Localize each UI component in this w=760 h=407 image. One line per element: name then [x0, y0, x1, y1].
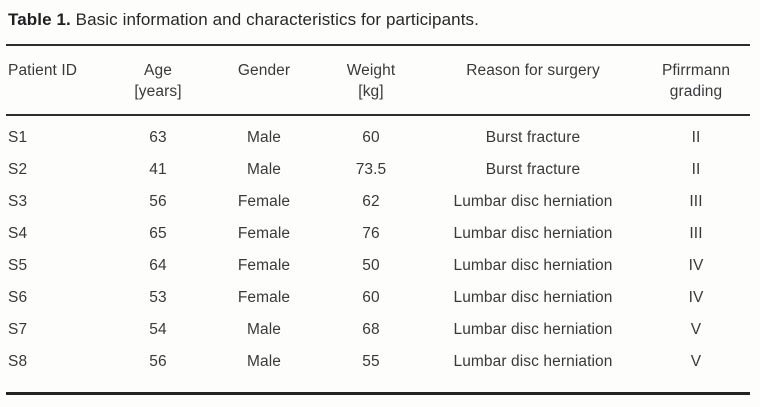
cell: 68 [362, 321, 380, 338]
cell: 53 [149, 289, 167, 306]
cell: Burst fracture [485, 129, 581, 146]
cell: 60 [362, 289, 380, 306]
table-row: S8 56 Male 55 Lumbar disc herniation V [6, 346, 750, 378]
cell: 41 [149, 161, 167, 178]
cell: Male [247, 161, 281, 178]
column-header-pfirrmann: Pfirrmann grading [642, 46, 750, 116]
cell: Lumbar disc herniation [453, 257, 613, 274]
cell: Female [237, 289, 291, 306]
cell: Female [237, 225, 291, 242]
cell: 62 [362, 193, 380, 210]
table-caption-label: Table 1. [8, 10, 71, 29]
cell: S2 [8, 161, 28, 178]
table-caption-text: Basic information and characteristics fo… [75, 10, 479, 29]
column-header-gender: Gender [210, 46, 318, 116]
cell: S3 [8, 193, 28, 210]
table-row: S6 53 Female 60 Lumbar disc herniation IV [6, 282, 750, 314]
cell: 65 [149, 225, 167, 242]
cell: 63 [149, 129, 167, 146]
column-header-reason-for-surgery: Reason for surgery [424, 46, 642, 116]
column-header-patient-id: Patient ID [6, 46, 106, 116]
cell: Lumbar disc herniation [453, 225, 613, 242]
cell: S5 [8, 257, 28, 274]
cell: 64 [149, 257, 167, 274]
cell: IV [688, 257, 704, 274]
table-row: S4 65 Female 76 Lumbar disc herniation III [6, 218, 750, 250]
cell: 54 [149, 321, 167, 338]
cell: S1 [8, 129, 28, 146]
table-row: S2 41 Male 73.5 Burst fracture II [6, 154, 750, 186]
cell: S8 [8, 353, 28, 370]
table-row: S1 63 Male 60 Burst fracture II [6, 115, 750, 154]
table-rules-frame: Patient ID Age [years] Gender Weight [kg] Reas… [6, 44, 750, 395]
cell: Burst fracture [485, 161, 581, 178]
cell: Female [237, 193, 291, 210]
cell: 50 [362, 257, 380, 274]
cell: S7 [8, 321, 28, 338]
cell: S4 [8, 225, 28, 242]
cell: Lumbar disc herniation [453, 193, 613, 210]
column-header-weight: Weight [kg] [318, 46, 424, 116]
cell: Lumbar disc herniation [453, 321, 613, 338]
cell: V [690, 321, 702, 338]
cell: IV [688, 289, 704, 306]
column-header-age: Age [years] [106, 46, 210, 116]
cell: 56 [149, 353, 167, 370]
cell: III [689, 193, 703, 210]
cell: Male [247, 129, 281, 146]
header-row: Patient ID Age [years] Gender Weight [kg] Reas… [6, 46, 750, 116]
table-row: S5 64 Female 50 Lumbar disc herniation IV [6, 250, 750, 282]
table-row: S7 54 Male 68 Lumbar disc herniation V [6, 314, 750, 346]
cell: II [691, 129, 701, 146]
cell: S6 [8, 289, 28, 306]
cell: Lumbar disc herniation [453, 289, 613, 306]
table-caption: Table 1. Basic information and character… [0, 0, 760, 30]
cell: 76 [362, 225, 380, 242]
table-body: S1 63 Male 60 Burst fracture II S2 41 Male 73.5 Bu… [6, 115, 750, 378]
cell: V [690, 353, 702, 370]
cell: Lumbar disc herniation [453, 353, 613, 370]
participants-table: Patient ID Age [years] Gender Weight [kg] Reas… [6, 46, 750, 378]
cell: Male [247, 321, 281, 338]
cell: 56 [149, 193, 167, 210]
cell: III [689, 225, 703, 242]
cell: 73.5 [355, 161, 387, 178]
cell: Female [237, 257, 291, 274]
cell: 55 [362, 353, 380, 370]
cell: Male [247, 353, 281, 370]
cell: 60 [362, 129, 380, 146]
table-row: S3 56 Female 62 Lumbar disc herniation III [6, 186, 750, 218]
cell: II [691, 161, 701, 178]
